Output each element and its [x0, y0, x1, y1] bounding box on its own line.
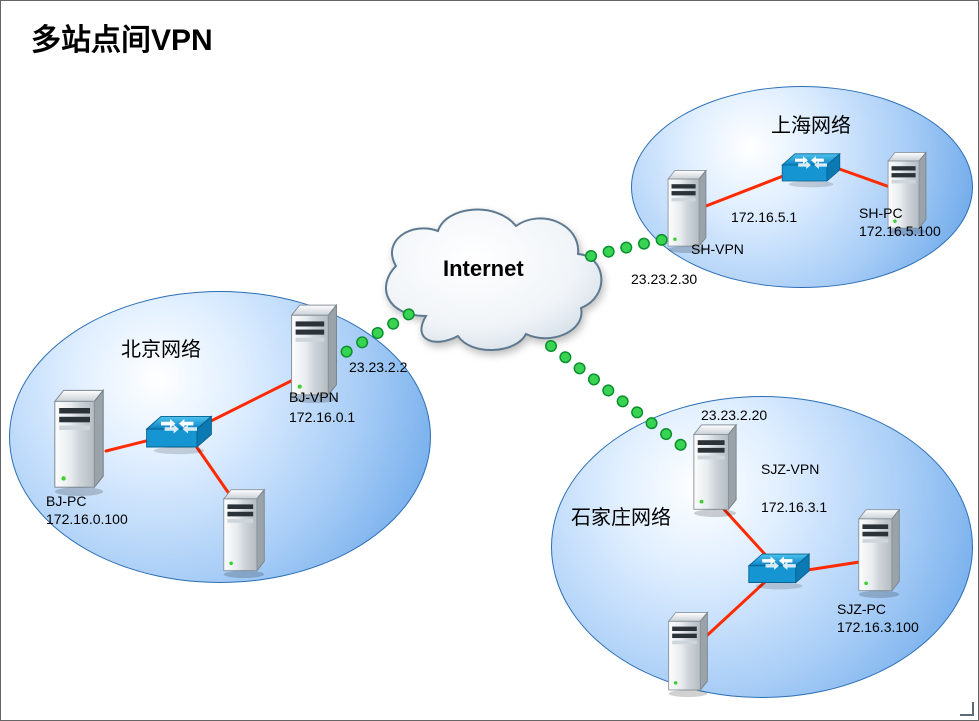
sh-vpn-lan-label: 172.16.5.1: [731, 209, 797, 227]
sh-switch-icon: [779, 149, 843, 194]
sjz-pc-name: SJZ-PC: [837, 601, 886, 617]
corner-marker: [960, 702, 974, 716]
sjz-vpn-icon: [686, 421, 744, 522]
bj-network-label: 北京网络: [121, 333, 201, 362]
bj-pc-icon: [46, 386, 112, 501]
bj-extra-server-icon: [216, 486, 272, 583]
sjz-pc-icon: [851, 506, 907, 603]
bj-vpn-name-label: BJ-VPN: [289, 389, 339, 407]
sh-pc-ip: 172.16.5.100: [859, 223, 941, 239]
sh-pc-name: SH-PC: [859, 205, 903, 221]
sh-vpn-name-label: SH-VPN: [691, 241, 744, 259]
sjz-vpn-wan-label: 23.23.2.20: [701, 407, 767, 425]
sjz-switch-icon: [745, 549, 813, 596]
sh-network-label: 上海网络: [771, 109, 851, 138]
sh-pc-label: SH-PC 172.16.5.100: [859, 205, 941, 240]
sjz-pc-ip: 172.16.3.100: [837, 619, 919, 635]
sjz-pc-label: SJZ-PC 172.16.3.100: [837, 601, 919, 636]
sjz-extra-server-icon: [661, 609, 715, 702]
bj-vpn-wan-label: 23.23.2.2: [349, 359, 407, 377]
sjz-vpn-lan-label: 172.16.3.1: [761, 499, 827, 517]
sjz-vpn-name-label: SJZ-VPN: [761, 461, 819, 479]
bj-vpn-lan-label: 172.16.0.1: [289, 409, 355, 427]
sjz-network-label: 石家庄网络: [571, 501, 671, 530]
bj-pc-name: BJ-PC: [46, 493, 86, 509]
diagram-stage: { "title": { "text": "多站点间VPN", "fontsiz…: [0, 0, 979, 721]
bj-pc-ip: 172.16.0.100: [46, 511, 128, 527]
bj-pc-label: BJ-PC 172.16.0.100: [46, 493, 128, 528]
diagram-title: 多站点间VPN: [31, 15, 213, 59]
internet-label: Internet: [443, 256, 524, 282]
bj-switch-icon: [143, 411, 215, 461]
sjz-network-ellipse: [551, 396, 973, 698]
sh-vpn-wan-label: 23.23.2.30: [631, 271, 697, 289]
